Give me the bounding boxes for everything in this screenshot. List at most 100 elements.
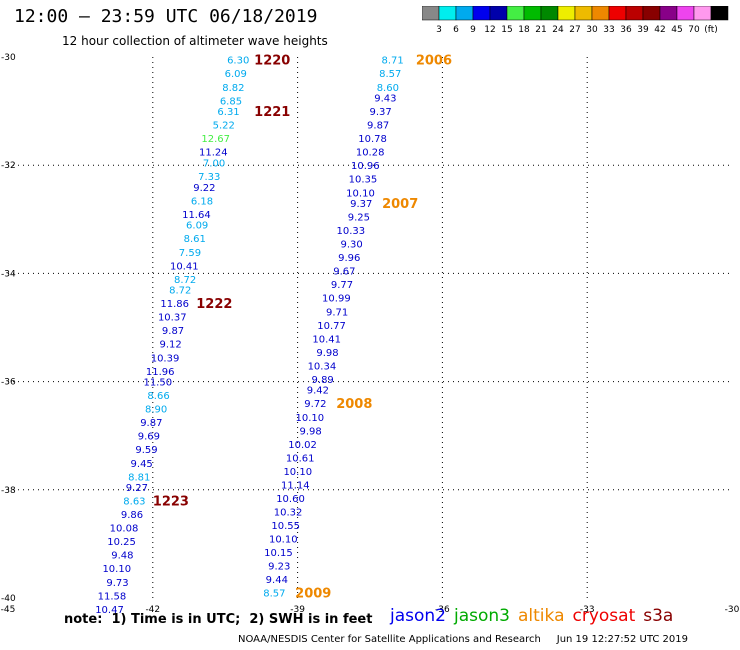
map-subtitle: 12 hour collection of altimeter wave hei… [62,34,328,48]
wave-height-label: 7.59 [179,248,201,259]
pass-time-label: 2008 [336,397,372,412]
wave-height-label: 10.39 [151,353,180,364]
colorbar-tick-label: 9 [470,25,476,35]
wave-height-label: 8.63 [123,497,145,508]
pass-time-label: 2007 [382,197,418,212]
wave-height-label: 10.25 [107,537,136,548]
wave-height-label: 9.42 [307,386,329,397]
wave-height-label: 11.64 [182,210,211,221]
wave-height-label: 8.60 [377,83,399,94]
wave-height-label: 9.77 [331,280,353,291]
wave-height-label: 10.47 [95,605,124,616]
wave-height-label: 9.27 [126,483,148,494]
wave-height-label: 6.31 [217,107,239,118]
colorbar-tick-label: 24 [552,25,564,35]
wave-height-label: 6.09 [225,69,247,80]
x-tick-label: -36 [435,605,450,615]
wave-height-label: 10.35 [349,175,378,186]
y-tick-label: -34 [1,269,16,279]
x-tick-label: -42 [145,605,160,615]
wave-height-label: 10.08 [110,524,139,535]
wave-height-label: 9.37 [369,107,391,118]
wave-height-label: 9.22 [193,183,215,194]
colorbar-tick-label: 27 [569,25,580,35]
colorbar-tick-label: (ft) [704,25,718,35]
wave-height-label: 10.28 [356,148,385,159]
wave-height-label: 10.10 [296,413,325,424]
wave-height-label: 11.96 [146,367,175,378]
wave-height-label: 10.10 [269,534,298,545]
wave-height-label: 10.32 [274,507,303,518]
pass-time-label: 2009 [295,587,331,602]
wave-height-label: 11.86 [160,299,189,310]
pass-time-label: 1221 [254,105,290,120]
wave-height-label: 11.50 [143,378,172,389]
wave-height-label: 10.37 [158,313,187,324]
legend-cryosat: cryosat [572,606,636,626]
wave-height-label: 9.98 [299,426,321,437]
wave-height-label: 9.86 [121,510,143,521]
y-tick-label: -30 [1,53,16,63]
wave-height-label: 10.99 [322,294,351,305]
legend-altika: altika [518,606,565,626]
wave-height-label: 9.48 [111,551,133,562]
y-tick-label: -40 [1,594,16,604]
wave-height-colorbar: 3 6 9 12 15 18 21 24 27 30 33 36 39 42 45 70 (ft) [422,6,729,35]
wave-height-label: 11.14 [281,480,310,491]
x-tick-label: -45 [1,605,16,615]
x-tick-label: -39 [290,605,305,615]
wave-height-label: 10.15 [264,548,293,559]
y-tick-label: -36 [1,378,16,388]
wave-height-label: 9.73 [106,578,128,589]
wave-height-label: 9.71 [326,307,348,318]
wave-height-label: 8.71 [382,56,404,67]
wave-height-label: 9.23 [268,562,290,573]
colorbar-swatch [710,6,729,21]
wave-height-label: 9.44 [266,575,288,586]
wave-height-label: 10.78 [358,134,387,145]
satellite-legend: jason2 jason3 altika cryosat s3a [390,606,681,626]
colorbar-tick-label: 39 [637,25,649,35]
wave-height-label: 12.67 [201,134,230,145]
wave-height-label: 8.81 [128,472,150,483]
wave-height-label: 10.60 [276,494,305,505]
wave-height-label: 10.10 [283,467,312,478]
wave-height-label: 10.61 [286,453,315,464]
colorbar-tick-label: 33 [603,25,614,35]
legend-s3a: s3a [643,606,674,626]
wave-height-label: 10.10 [102,564,131,575]
wave-height-label: 9.25 [348,213,370,224]
map-title: 12:00 – 23:59 UTC 06/18/2019 [14,6,318,27]
wave-height-label: 5.22 [213,121,235,132]
wave-height-label: 9.67 [333,267,355,278]
footer-note: note: 1) Time is in UTC; 2) SWH is in fe… [64,612,373,627]
wave-height-label: 10.96 [351,161,380,172]
track-cryosat: 6.30 6.09 8.82 6.856.31 5.22 12.67 11.247.00 7.… [95,54,290,616]
wave-height-label: 9.89 [312,375,334,386]
wave-height-label: 10.55 [271,521,300,532]
wave-height-label: 6.09 [186,221,208,232]
wave-height-label: 8.72 [169,286,191,297]
wave-height-label: 9.96 [338,253,360,264]
y-tick-label: -32 [1,161,16,171]
colorbar-tick-label: 70 [688,25,700,35]
colorbar-tick-label: 45 [671,25,682,35]
wave-height-label: 9.59 [135,445,157,456]
track-jason2: 8.71 8.57 8.609.43 9.37 9.87 10.78 10.28 10.96 1… [263,54,452,602]
x-tick-label: -30 [725,605,740,615]
wave-height-label: 10.34 [308,361,337,372]
pass-time-label: 1220 [254,54,290,69]
colorbar-tick-label: 36 [620,25,632,35]
wave-height-label: 8.57 [379,69,401,80]
wave-height-label: 9.45 [131,459,153,470]
wave-height-label: 9.37 [350,199,372,210]
wave-height-label: 6.30 [227,56,249,67]
colorbar-tick-label: 30 [586,25,598,35]
wave-height-label: 9.43 [374,94,396,105]
colorbar-tick-label: 21 [535,25,546,35]
wave-height-label: 8.82 [222,83,244,94]
wave-height-label: 11.24 [199,148,228,159]
wave-height-label: 9.87 [162,326,184,337]
colorbar-tick-label: 6 [453,25,459,35]
